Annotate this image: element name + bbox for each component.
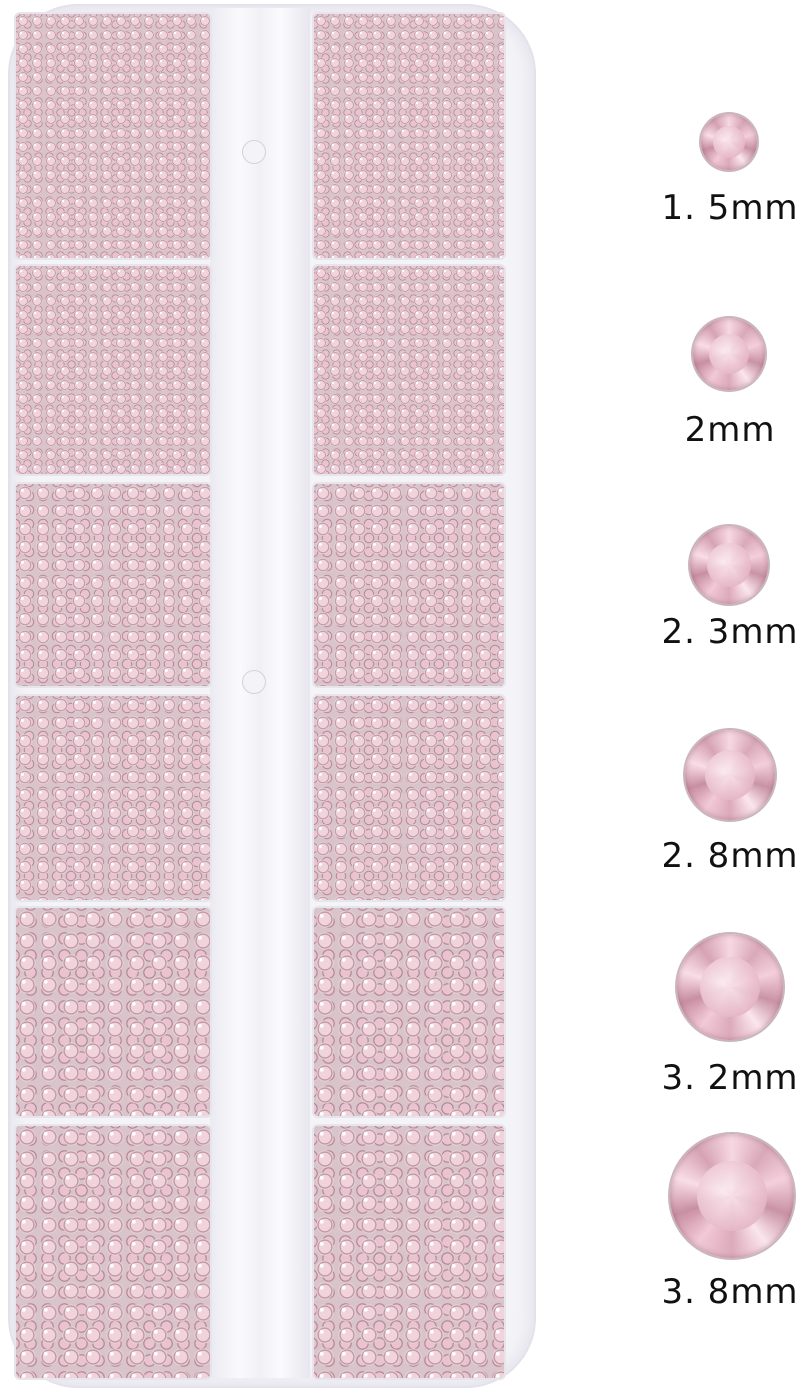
gem-2-8mm: [685, 730, 775, 820]
compartment-2-3mm-right: [312, 482, 506, 688]
compartment-3-2mm-left: [14, 906, 212, 1118]
compartment-2mm-right: [312, 264, 506, 476]
compartment-2mm-left: [14, 264, 212, 476]
gem-2mm: [693, 318, 765, 390]
compartment-2-3mm-left: [14, 482, 212, 688]
case-center-divider: [210, 8, 310, 1378]
size-label: 2. 8mm: [661, 836, 799, 876]
case-hinge: [242, 140, 266, 164]
size-label: 3. 8mm: [661, 1272, 799, 1312]
compartment-3-8mm-right: [312, 1124, 506, 1380]
compartment-1-5mm-right: [312, 12, 506, 260]
size-label: 2. 3mm: [661, 612, 799, 652]
case-hinge: [242, 670, 266, 694]
size-label: 2mm: [684, 410, 776, 450]
compartment-3-8mm-left: [14, 1124, 212, 1380]
gem-3-8mm: [670, 1134, 794, 1258]
size-label: 3. 2mm: [661, 1058, 799, 1098]
compartment-2-8mm-left: [14, 694, 212, 902]
compartment-3-2mm-right: [312, 906, 506, 1118]
gem-2-3mm: [690, 526, 768, 604]
gem-3-2mm: [677, 934, 783, 1040]
compartment-2-8mm-right: [312, 694, 506, 902]
compartment-1-5mm-left: [14, 12, 212, 260]
size-label: 1. 5mm: [661, 188, 799, 228]
gem-1-5mm: [701, 114, 757, 170]
